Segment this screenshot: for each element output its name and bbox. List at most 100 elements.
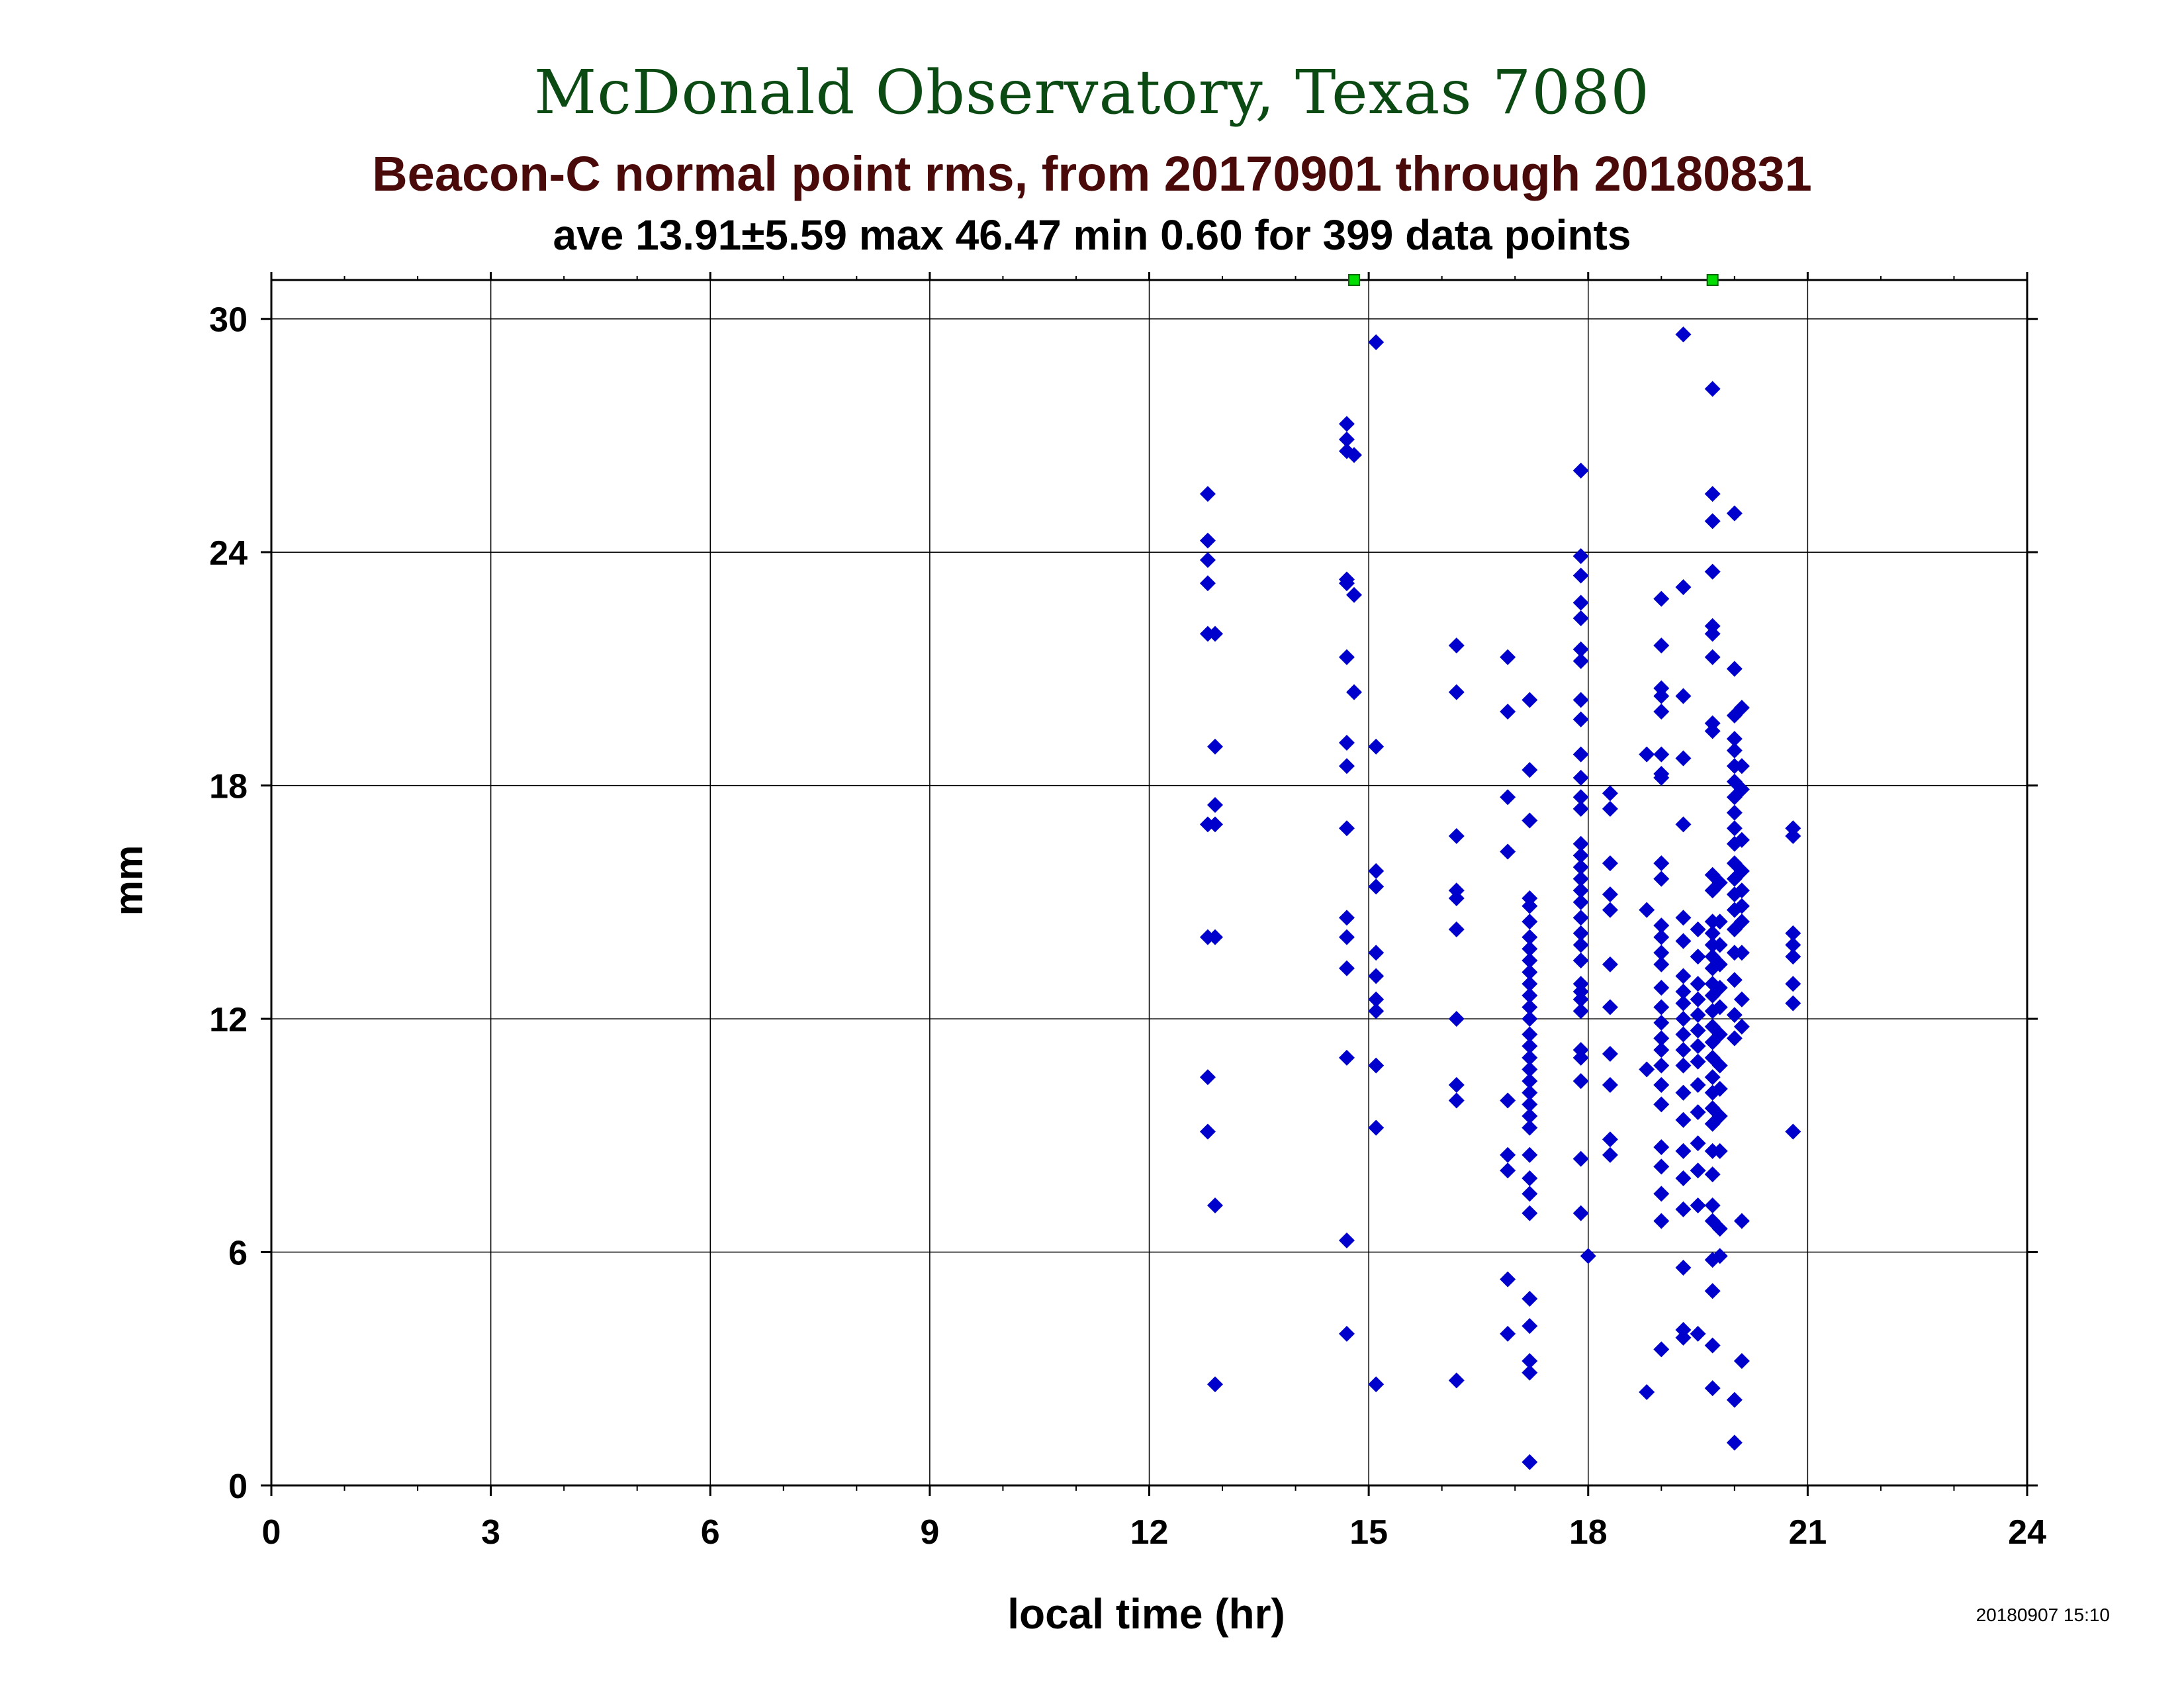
x-tick-labels: 0 3 6 9 12 15 18 21 24 — [262, 1513, 2046, 1552]
data-point — [1602, 1045, 1618, 1062]
data-point — [1653, 980, 1670, 996]
data-point — [1572, 548, 1589, 565]
data-point — [1711, 914, 1728, 930]
x-axis-label: local time (hr) — [1007, 1590, 1285, 1638]
data-point — [1602, 902, 1618, 918]
data-point — [1711, 874, 1728, 891]
data-point — [1711, 1248, 1728, 1264]
data-point — [1346, 586, 1363, 603]
data-point — [1522, 812, 1538, 829]
data-point — [1368, 878, 1385, 895]
data-point — [1602, 785, 1618, 802]
data-point — [1704, 513, 1721, 530]
data-point — [1500, 1271, 1516, 1288]
data-point — [1690, 976, 1706, 992]
data-point — [1653, 1076, 1670, 1093]
x-tick-label: 6 — [701, 1513, 720, 1552]
data-point — [1572, 910, 1589, 926]
data-point — [1368, 945, 1385, 961]
data-point — [1711, 1143, 1728, 1159]
data-point — [1785, 925, 1801, 941]
data-point — [1733, 758, 1750, 774]
data-point — [1675, 816, 1692, 833]
data-point — [1675, 968, 1692, 984]
offscale-markers — [1348, 274, 1719, 286]
data-point — [1704, 1069, 1721, 1086]
data-point — [1500, 1147, 1516, 1163]
data-point — [1726, 972, 1743, 988]
data-point — [1690, 1325, 1706, 1342]
data-point — [1572, 653, 1589, 669]
x-tick-label: 24 — [2008, 1513, 2046, 1552]
data-point — [1602, 1147, 1618, 1163]
data-point — [1653, 1139, 1670, 1155]
x-tick-label: 3 — [481, 1513, 500, 1552]
data-point — [1675, 1170, 1692, 1186]
data-point — [1500, 649, 1516, 665]
data-point — [1690, 1162, 1706, 1179]
x-tick-label: 9 — [920, 1513, 939, 1552]
data-point — [1653, 1057, 1670, 1074]
data-point — [1690, 1038, 1706, 1055]
data-point — [1522, 1186, 1538, 1202]
data-point — [1199, 486, 1216, 502]
data-point — [1522, 941, 1538, 957]
data-point — [1199, 551, 1216, 568]
y-tick-label: 12 — [209, 1001, 248, 1039]
data-point — [1726, 1030, 1743, 1047]
data-point — [1675, 1201, 1692, 1217]
axis-ticks — [261, 272, 2038, 1496]
data-point — [1338, 1232, 1355, 1248]
data-point — [1711, 1080, 1728, 1097]
chart-subtitle: Beacon-C normal point rms, from 20170901… — [372, 146, 1812, 201]
data-point — [1338, 1325, 1355, 1342]
data-point — [1726, 820, 1743, 837]
data-point — [1675, 1042, 1692, 1058]
data-point — [1675, 983, 1692, 1000]
y-tick-label: 24 — [209, 534, 248, 573]
x-tick-label: 0 — [262, 1513, 281, 1552]
data-point — [1522, 1049, 1538, 1066]
data-point — [1675, 1260, 1692, 1276]
data-point — [1572, 789, 1589, 806]
data-point — [1448, 890, 1465, 906]
data-point — [1704, 1166, 1721, 1183]
data-point — [1368, 863, 1385, 879]
data-point — [1711, 999, 1728, 1015]
data-point — [1675, 1143, 1692, 1159]
data-point — [1602, 855, 1618, 872]
data-point — [1522, 1084, 1538, 1101]
data-point — [1206, 1197, 1223, 1214]
grid-lines — [271, 280, 2028, 1486]
data-point — [1572, 835, 1589, 852]
data-point — [1346, 684, 1363, 700]
data-point — [1653, 1158, 1670, 1175]
data-point — [1580, 1248, 1596, 1264]
data-point — [1448, 921, 1465, 937]
data-point — [1448, 637, 1465, 654]
data-point — [1206, 1376, 1223, 1393]
data-point — [1206, 816, 1223, 833]
data-point — [1733, 831, 1750, 848]
data-point — [1704, 486, 1721, 502]
data-point — [1675, 750, 1692, 767]
data-point — [1572, 870, 1589, 887]
generated-timestamp: 20180907 15:10 — [1976, 1605, 2110, 1625]
data-point — [1522, 1291, 1538, 1307]
data-point — [1572, 859, 1589, 876]
data-point — [1338, 960, 1355, 976]
data-point — [1338, 1049, 1355, 1066]
data-point — [1522, 898, 1538, 914]
data-point — [1338, 735, 1355, 751]
data-point — [1522, 1038, 1538, 1055]
data-point — [1199, 1069, 1216, 1086]
data-point — [1639, 1384, 1655, 1401]
data-point — [1522, 1364, 1538, 1381]
data-point — [1572, 711, 1589, 727]
data-point — [1653, 917, 1670, 934]
data-point — [1500, 789, 1516, 806]
data-point — [1368, 738, 1385, 755]
data-point — [1522, 1205, 1538, 1221]
data-point — [1572, 610, 1589, 627]
